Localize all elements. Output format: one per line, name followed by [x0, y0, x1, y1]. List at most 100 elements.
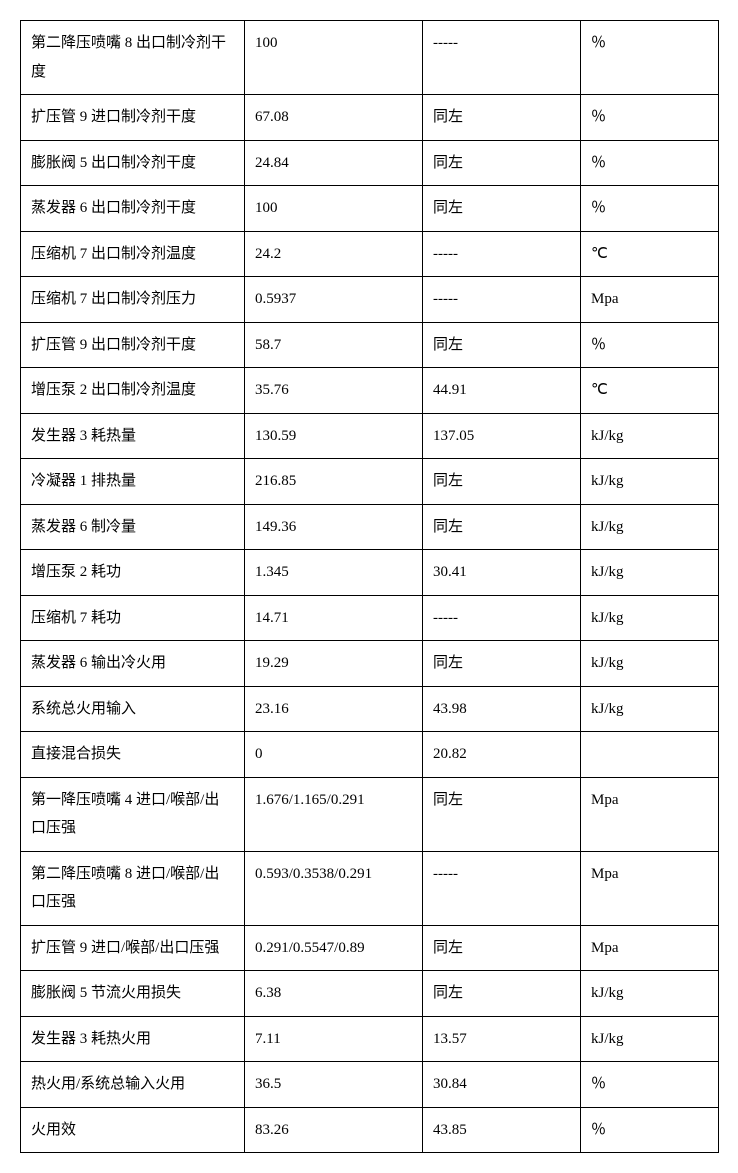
table-cell: 1.676/1.165/0.291: [245, 777, 423, 851]
table-cell: kJ/kg: [581, 1016, 719, 1062]
table-cell: 58.7: [245, 322, 423, 368]
table-cell: 同左: [423, 459, 581, 505]
table-cell: 1.345: [245, 550, 423, 596]
table-row: 发生器 3 耗热量130.59137.05kJ/kg: [21, 413, 719, 459]
table-row: 蒸发器 6 制冷量149.36同左kJ/kg: [21, 504, 719, 550]
table-cell: 同左: [423, 925, 581, 971]
table-cell: 冷凝器 1 排热量: [21, 459, 245, 505]
table-cell: 第一降压喷嘴 4 进口/喉部/出口压强: [21, 777, 245, 851]
table-row: 扩压管 9 出口制冷剂干度58.7同左％: [21, 322, 719, 368]
table-cell: 火用效: [21, 1107, 245, 1153]
table-cell: 蒸发器 6 出口制冷剂干度: [21, 186, 245, 232]
table-cell: 扩压管 9 进口制冷剂干度: [21, 95, 245, 141]
table-cell: kJ/kg: [581, 595, 719, 641]
table-cell: Mpa: [581, 777, 719, 851]
table-cell: 增压泵 2 耗功: [21, 550, 245, 596]
table-row: 膨胀阀 5 出口制冷剂干度24.84同左％: [21, 140, 719, 186]
table-cell: ％: [581, 1107, 719, 1153]
table-cell: 膨胀阀 5 节流火用损失: [21, 971, 245, 1017]
table-cell: 0.291/0.5547/0.89: [245, 925, 423, 971]
table-cell: 扩压管 9 进口/喉部/出口压强: [21, 925, 245, 971]
table-cell: 同左: [423, 777, 581, 851]
table-cell: 83.26: [245, 1107, 423, 1153]
table-row: 增压泵 2 耗功1.34530.41kJ/kg: [21, 550, 719, 596]
table-row: 压缩机 7 出口制冷剂温度24.2-----℃: [21, 231, 719, 277]
table-cell: ％: [581, 140, 719, 186]
table-cell: ％: [581, 322, 719, 368]
table-cell: ℃: [581, 368, 719, 414]
table-cell: Mpa: [581, 277, 719, 323]
table-cell: 67.08: [245, 95, 423, 141]
table-cell: -----: [423, 21, 581, 95]
table-cell: 压缩机 7 耗功: [21, 595, 245, 641]
table-cell: kJ/kg: [581, 413, 719, 459]
table-cell: 7.11: [245, 1016, 423, 1062]
table-cell: ℃: [581, 231, 719, 277]
table-cell: 同左: [423, 322, 581, 368]
table-cell: 20.82: [423, 732, 581, 778]
table-cell: ％: [581, 1062, 719, 1108]
table-cell: kJ/kg: [581, 459, 719, 505]
table-cell: 44.91: [423, 368, 581, 414]
table-cell: 0: [245, 732, 423, 778]
table-cell: kJ/kg: [581, 550, 719, 596]
table-row: 压缩机 7 出口制冷剂压力0.5937-----Mpa: [21, 277, 719, 323]
table-cell: Mpa: [581, 851, 719, 925]
table-cell: kJ/kg: [581, 686, 719, 732]
table-cell: 100: [245, 21, 423, 95]
table-cell: 35.76: [245, 368, 423, 414]
table-cell: 0.593/0.3538/0.291: [245, 851, 423, 925]
table-row: 蒸发器 6 出口制冷剂干度100同左％: [21, 186, 719, 232]
table-row: 第二降压喷嘴 8 进口/喉部/出口压强0.593/0.3538/0.291---…: [21, 851, 719, 925]
table-cell: 热火用/系统总输入火用: [21, 1062, 245, 1108]
table-row: 扩压管 9 进口/喉部/出口压强0.291/0.5547/0.89同左Mpa: [21, 925, 719, 971]
table-row: 增压泵 2 出口制冷剂温度35.7644.91℃: [21, 368, 719, 414]
table-row: 冷凝器 1 排热量216.85同左kJ/kg: [21, 459, 719, 505]
table-cell: -----: [423, 231, 581, 277]
table-row: 扩压管 9 进口制冷剂干度67.08同左％: [21, 95, 719, 141]
table-row: 直接混合损失020.82: [21, 732, 719, 778]
table-cell: -----: [423, 595, 581, 641]
table-cell: ％: [581, 95, 719, 141]
table-cell: 蒸发器 6 制冷量: [21, 504, 245, 550]
table-cell: 同左: [423, 186, 581, 232]
table-cell: 扩压管 9 出口制冷剂干度: [21, 322, 245, 368]
table-row: 火用效83.2643.85％: [21, 1107, 719, 1153]
table-row: 第一降压喷嘴 4 进口/喉部/出口压强1.676/1.165/0.291同左Mp…: [21, 777, 719, 851]
table-cell: Mpa: [581, 925, 719, 971]
table-row: 蒸发器 6 输出冷火用19.29同左kJ/kg: [21, 641, 719, 687]
table-cell: 同左: [423, 95, 581, 141]
table-cell: kJ/kg: [581, 641, 719, 687]
table-cell: 压缩机 7 出口制冷剂温度: [21, 231, 245, 277]
table-cell: 同左: [423, 504, 581, 550]
table-cell: 膨胀阀 5 出口制冷剂干度: [21, 140, 245, 186]
table-cell: 23.16: [245, 686, 423, 732]
table-cell: 30.41: [423, 550, 581, 596]
table-cell: 发生器 3 耗热火用: [21, 1016, 245, 1062]
table-row: 膨胀阀 5 节流火用损失6.38同左kJ/kg: [21, 971, 719, 1017]
table-cell: 压缩机 7 出口制冷剂压力: [21, 277, 245, 323]
table-cell: 0.5937: [245, 277, 423, 323]
table-cell: -----: [423, 277, 581, 323]
table-cell: 24.2: [245, 231, 423, 277]
table-cell: kJ/kg: [581, 504, 719, 550]
table-cell: 19.29: [245, 641, 423, 687]
table-row: 发生器 3 耗热火用7.1113.57kJ/kg: [21, 1016, 719, 1062]
table-row: 压缩机 7 耗功14.71-----kJ/kg: [21, 595, 719, 641]
table-cell: 同左: [423, 971, 581, 1017]
table-cell: 14.71: [245, 595, 423, 641]
table-cell: 43.85: [423, 1107, 581, 1153]
table-cell: 第二降压喷嘴 8 进口/喉部/出口压强: [21, 851, 245, 925]
table-row: 第二降压喷嘴 8 出口制冷剂干度100-----％: [21, 21, 719, 95]
table-cell: 13.57: [423, 1016, 581, 1062]
table-cell: 6.38: [245, 971, 423, 1017]
table-cell: ％: [581, 186, 719, 232]
table-cell: 24.84: [245, 140, 423, 186]
table-cell: 第二降压喷嘴 8 出口制冷剂干度: [21, 21, 245, 95]
table-cell: 137.05: [423, 413, 581, 459]
table-cell: 蒸发器 6 输出冷火用: [21, 641, 245, 687]
data-table: 第二降压喷嘴 8 出口制冷剂干度100-----％扩压管 9 进口制冷剂干度67…: [20, 20, 719, 1153]
table-cell: 149.36: [245, 504, 423, 550]
table-cell: 100: [245, 186, 423, 232]
table-cell: 36.5: [245, 1062, 423, 1108]
